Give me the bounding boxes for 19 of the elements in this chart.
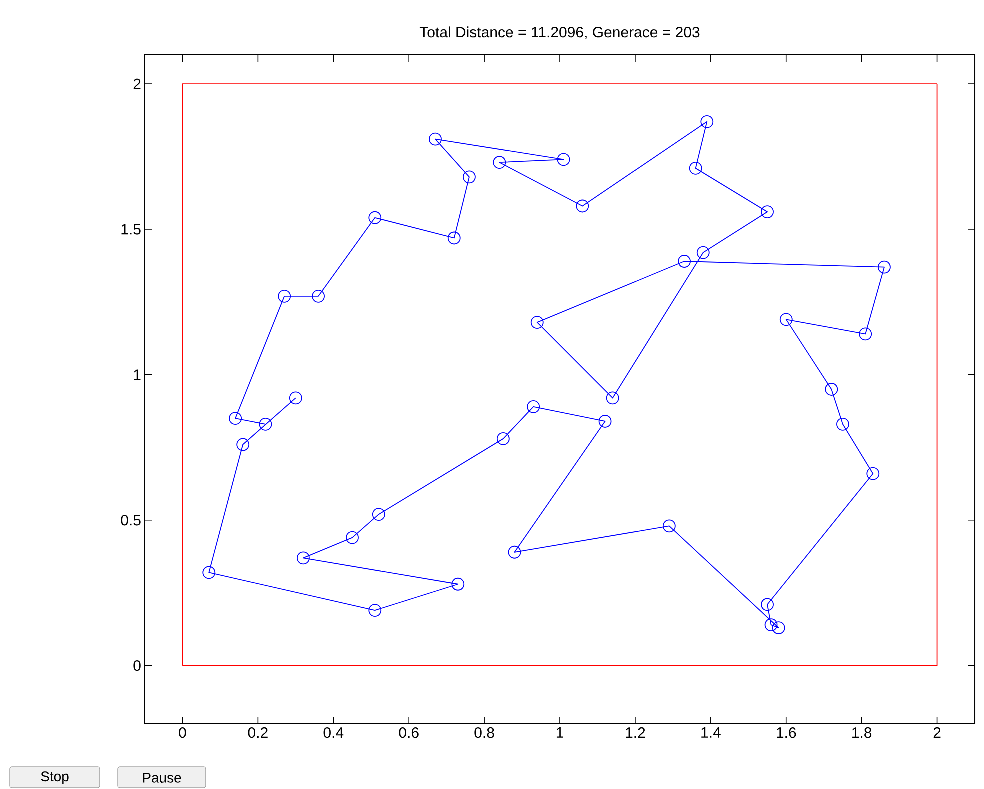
x-tick-label: 1.2	[626, 728, 646, 738]
x-tick-label: 0.6	[399, 728, 419, 738]
x-tick-label: 1	[556, 728, 564, 738]
text: Stop	[41, 772, 69, 784]
x-tick-label: 1.4	[702, 728, 721, 738]
x-tick-label: 0.2	[248, 728, 268, 738]
y-tick-label: 0	[134, 660, 141, 672]
y-tick-label: 2	[134, 78, 141, 90]
x-tick-label: 0.8	[474, 728, 494, 738]
text: Pause	[143, 773, 182, 783]
chart-title: Total Distance = 11.2096, Generace = 203	[420, 26, 700, 40]
x-tick-label: 2	[934, 728, 941, 738]
x-tick-label: 0	[179, 728, 186, 738]
x-tick-label: 1.6	[777, 728, 796, 738]
y-tick-label: 1.5	[122, 224, 141, 235]
x-tick-label: 0.4	[324, 728, 344, 738]
x-tick-label: 1.8	[852, 728, 872, 738]
y-tick-label: 1	[134, 370, 141, 380]
y-tick-label: 0.5	[121, 515, 141, 526]
